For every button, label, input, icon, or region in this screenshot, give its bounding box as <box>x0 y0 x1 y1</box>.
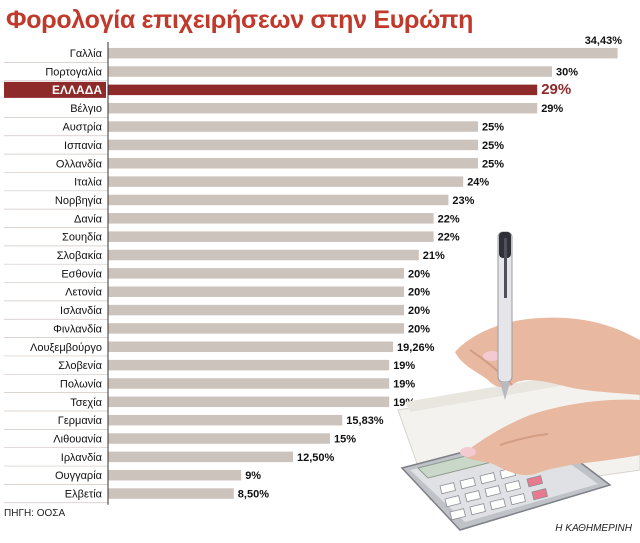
bar <box>108 451 293 463</box>
bar <box>108 176 464 187</box>
bar <box>108 396 390 408</box>
category-label: Ιταλία <box>74 177 103 189</box>
bar <box>108 102 538 114</box>
bar <box>108 66 552 77</box>
value-label: 23% <box>452 195 474 207</box>
category-label: Φινλανδία <box>53 323 102 335</box>
category-label: Ισλανδία <box>60 305 103 317</box>
category-label: Λετονία <box>65 287 103 299</box>
category-label: Εσθονία <box>61 268 102 280</box>
value-label: 19% <box>393 360 415 372</box>
bar <box>108 194 449 206</box>
value-label: 25% <box>482 122 504 134</box>
category-label: Δανία <box>74 213 103 225</box>
bar <box>108 139 478 151</box>
category-label: Αυστρία <box>62 122 102 134</box>
value-label: 15,83% <box>346 415 384 427</box>
value-label: 24% <box>467 177 489 189</box>
bar <box>108 249 419 261</box>
category-label: ΕΛΛΑΔΑ <box>52 83 102 97</box>
value-label: 21% <box>423 250 445 262</box>
bar <box>108 213 434 224</box>
value-label: 9% <box>245 470 261 482</box>
source-note: ΠΗΓΗ: ΟΟΣΑ <box>4 508 66 519</box>
bar <box>108 359 390 371</box>
category-label: Πολωνία <box>60 378 103 390</box>
bar <box>108 158 478 169</box>
value-label: 20% <box>408 287 430 299</box>
category-label: Ολλανδία <box>56 158 103 170</box>
highlight-label-band <box>4 81 106 98</box>
category-label: Γαλλία <box>70 48 103 60</box>
category-label: Ελβετία <box>65 489 103 501</box>
bar <box>108 341 394 353</box>
bar <box>108 323 404 334</box>
value-label: 20% <box>408 305 430 317</box>
category-label: Τσεχία <box>70 397 102 409</box>
value-label: 29% <box>541 81 571 98</box>
bar <box>108 121 478 132</box>
bar <box>108 414 343 426</box>
value-label: 20% <box>408 268 430 280</box>
value-label: 34,43% <box>585 35 623 47</box>
bar <box>108 469 242 481</box>
bar <box>108 231 434 242</box>
bar <box>108 47 618 59</box>
value-label: 15% <box>334 434 356 446</box>
bar <box>108 304 404 316</box>
value-label: 30% <box>556 67 578 79</box>
publisher-credit: Η ΚΑΘΗΜΕΡΙΝΗ <box>555 523 632 534</box>
category-label: Σλοβακία <box>57 250 103 262</box>
category-label: Σλοβενία <box>58 360 102 372</box>
value-label: 8,50% <box>238 489 269 501</box>
category-label: Γερμανία <box>58 415 103 427</box>
category-label: Βέλγιο <box>70 103 102 115</box>
value-label: 29% <box>541 103 563 115</box>
category-label: Σουηδία <box>62 232 103 244</box>
value-label: 12,50% <box>297 452 335 464</box>
bar <box>108 286 404 297</box>
chart-rows: Γαλλία 34,43% Πορτογαλία 30% ΕΛΛΑΔΑ 29% Βέλγιο… <box>4 35 623 504</box>
bar <box>108 268 404 279</box>
category-label: Λιθουανία <box>53 434 102 446</box>
value-label: 22% <box>438 232 460 244</box>
bar <box>108 378 390 389</box>
value-label: 19,26% <box>397 342 435 354</box>
category-label: Πορτογαλία <box>45 67 102 79</box>
category-label: Ιρλανδία <box>61 452 103 464</box>
category-label: Λουξεμβούργο <box>30 342 102 354</box>
bar <box>108 488 234 499</box>
category-label: Νορβηγία <box>55 195 103 207</box>
bar-highlight <box>108 84 538 96</box>
value-label: 19% <box>393 378 415 390</box>
value-label: 25% <box>482 158 504 170</box>
bar <box>108 433 330 444</box>
value-label: 20% <box>408 323 430 335</box>
chart-title: Φορολογία επιχειρήσεων στην Ευρώπη <box>6 6 474 34</box>
value-label: 22% <box>438 213 460 225</box>
category-label: Ουγγαρία <box>55 470 103 482</box>
category-label: Ισπανία <box>64 140 103 152</box>
value-label: 19% <box>393 397 415 409</box>
value-label: 25% <box>482 140 504 152</box>
